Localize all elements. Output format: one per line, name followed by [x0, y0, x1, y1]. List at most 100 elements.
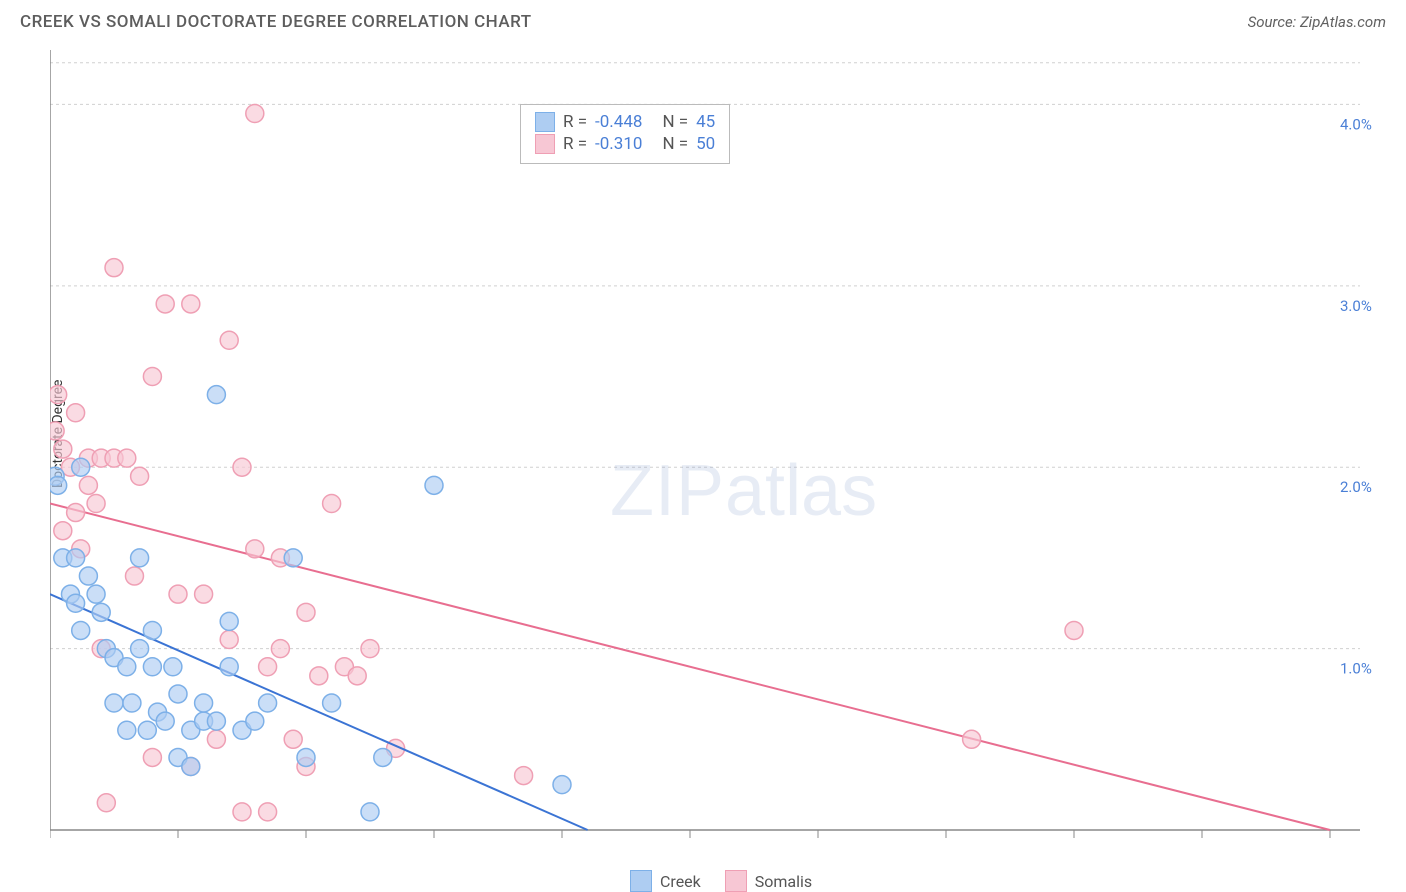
creek-point — [118, 721, 136, 739]
creek-point — [143, 658, 161, 676]
creek-point — [259, 694, 277, 712]
chart-header: CREEK VS SOMALI DOCTORATE DEGREE CORRELA… — [0, 0, 1406, 38]
somalis-point — [515, 767, 533, 785]
legend-label: Creek — [660, 872, 701, 891]
somalis-point — [233, 458, 251, 476]
legend-item-creek: Creek — [630, 870, 701, 892]
creek-point — [220, 612, 238, 630]
chart-area: Doctorate Degree 1.0%2.0%3.0%4.0%0.0%50.… — [50, 50, 1380, 840]
creek-point — [138, 721, 156, 739]
creek-point — [207, 712, 225, 730]
somalis-point — [67, 404, 85, 422]
creek-point — [169, 685, 187, 703]
somalis-point — [348, 667, 366, 685]
y-tick-label: 2.0% — [1340, 478, 1372, 496]
stats-legend-box: R = -0.448 N = 45 R = -0.310 N = 50 — [520, 104, 730, 164]
stats-r-value: -0.448 — [595, 112, 642, 132]
stats-n-label: N = — [662, 134, 688, 154]
somalis-point — [169, 585, 187, 603]
somalis-point — [118, 449, 136, 467]
creek-point — [182, 758, 200, 776]
somalis-point — [182, 295, 200, 313]
somalis-point — [259, 658, 277, 676]
creek-point — [156, 712, 174, 730]
creek-point — [131, 549, 149, 567]
somalis-point — [54, 522, 72, 540]
chart-title: CREEK VS SOMALI DOCTORATE DEGREE CORRELA… — [20, 12, 532, 32]
stats-r-label: R = — [563, 112, 587, 132]
stats-n-value: 45 — [696, 112, 715, 132]
somalis-point — [87, 494, 105, 512]
somalis-point — [79, 476, 97, 494]
somalis-trend-line — [50, 503, 1330, 830]
creek-point — [79, 567, 97, 585]
scatter-plot: 1.0%2.0%3.0%4.0%0.0%50.0% — [50, 50, 1380, 840]
creek-point — [87, 585, 105, 603]
stats-n-value: 50 — [696, 134, 715, 154]
creek-point — [246, 712, 264, 730]
somalis-point — [1065, 621, 1083, 639]
somalis-point — [284, 730, 302, 748]
y-tick-label: 1.0% — [1340, 660, 1372, 678]
creek-point — [67, 594, 85, 612]
somalis-point — [131, 467, 149, 485]
creek-point — [105, 694, 123, 712]
creek-point — [72, 621, 90, 639]
somalis-point — [323, 494, 341, 512]
somalis-point — [246, 104, 264, 122]
creek-point — [118, 658, 136, 676]
creek-point — [323, 694, 341, 712]
creek-point — [374, 748, 392, 766]
somalis-point — [143, 748, 161, 766]
somalis-point — [246, 540, 264, 558]
somalis-point — [50, 386, 67, 404]
y-tick-label: 3.0% — [1340, 297, 1372, 315]
stats-r-label: R = — [563, 134, 587, 154]
stats-r-value: -0.310 — [595, 134, 642, 154]
somalis-point — [195, 585, 213, 603]
somalis-point — [143, 368, 161, 386]
somalis-point — [271, 640, 289, 658]
source-label: Source: ZipAtlas.com — [1248, 13, 1386, 31]
somalis-point — [156, 295, 174, 313]
stats-swatch-icon — [535, 134, 555, 154]
legend-item-somalis: Somalis — [725, 870, 812, 892]
creek-point — [67, 549, 85, 567]
somalis-point — [233, 803, 251, 821]
legend-swatch-icon — [725, 870, 747, 892]
creek-point — [72, 458, 90, 476]
somalis-point — [361, 640, 379, 658]
somalis-point — [297, 603, 315, 621]
creek-point — [553, 776, 571, 794]
stats-row-creek: R = -0.448 N = 45 — [535, 111, 715, 133]
somalis-point — [97, 794, 115, 812]
y-tick-label: 4.0% — [1340, 115, 1372, 133]
somalis-point — [105, 259, 123, 277]
series-legend: Creek Somalis — [630, 870, 812, 892]
stats-n-label: N = — [662, 112, 688, 132]
stats-swatch-icon — [535, 112, 555, 132]
legend-swatch-icon — [630, 870, 652, 892]
creek-point — [50, 476, 67, 494]
somalis-point — [963, 730, 981, 748]
legend-label: Somalis — [755, 872, 812, 891]
somalis-point — [310, 667, 328, 685]
creek-point — [195, 694, 213, 712]
creek-point — [220, 658, 238, 676]
creek-point — [164, 658, 182, 676]
somalis-point — [220, 331, 238, 349]
creek-point — [92, 603, 110, 621]
creek-point — [207, 386, 225, 404]
creek-point — [425, 476, 443, 494]
creek-point — [284, 549, 302, 567]
creek-point — [143, 621, 161, 639]
creek-point — [361, 803, 379, 821]
somalis-point — [220, 631, 238, 649]
somalis-point — [207, 730, 225, 748]
creek-point — [131, 640, 149, 658]
creek-point — [123, 694, 141, 712]
somalis-point — [50, 422, 64, 440]
somalis-point — [67, 504, 85, 522]
somalis-point — [54, 440, 72, 458]
somalis-point — [259, 803, 277, 821]
